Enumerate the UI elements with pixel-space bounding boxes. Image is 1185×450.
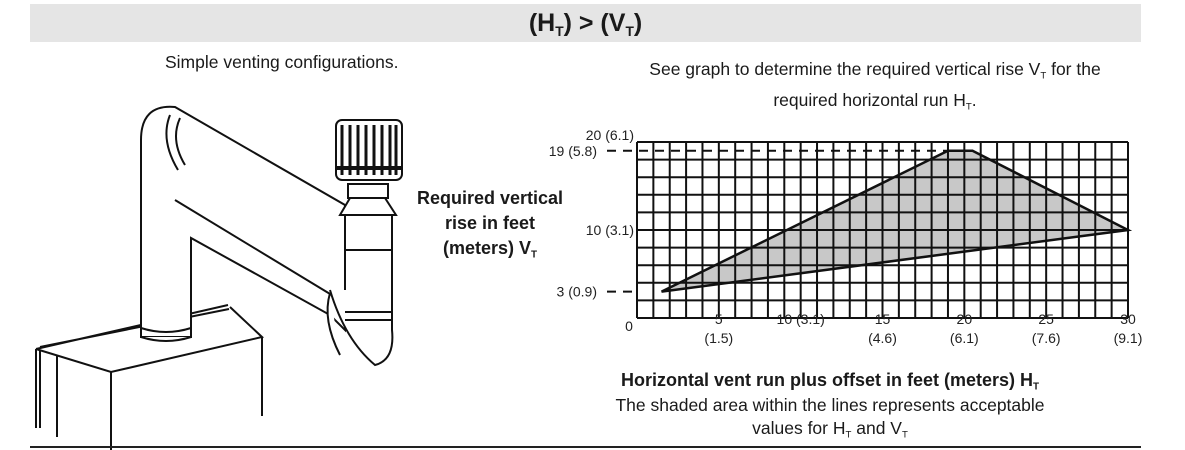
caption-text: See graph to determine the required vert… — [649, 59, 1041, 79]
vent-pipe-shape — [140, 105, 403, 367]
y-tick-label: 19 (5.8) — [549, 143, 597, 159]
x-tick-label: 10 (3.1) — [777, 311, 825, 327]
x-tick-sublabel: (4.6) — [868, 330, 897, 346]
x-label-sub: T — [1033, 381, 1040, 393]
y-axis-label: Required vertical rise in feet (meters) VT — [400, 186, 580, 267]
note-line: values for H — [752, 418, 846, 438]
caption-text: required horizontal run H — [773, 90, 966, 111]
region-outline — [660, 149, 1133, 293]
title-part: ) — [633, 9, 643, 37]
y-tick-label: 3 (0.9) — [557, 284, 597, 300]
y-tick-label: 20 (6.1) — [586, 127, 634, 143]
title-subscript: T — [555, 23, 564, 39]
x-tick-label: 15 — [875, 311, 891, 327]
x-tick-sublabel: (9.1) — [1114, 330, 1143, 346]
x-label-text: Horizontal vent run plus offset in feet … — [620, 370, 1033, 390]
x-axis-label: Horizontal vent run plus offset in feet … — [580, 370, 1080, 392]
vent-pipe-boiler-illustration-icon — [35, 105, 403, 450]
y-tick-label: 10 (3.1) — [586, 222, 634, 238]
title-part: ) > (V — [563, 9, 626, 37]
x-tick-label: 20 — [957, 311, 973, 327]
note-line: and V — [851, 418, 902, 438]
title-part: (H — [528, 9, 556, 37]
caption-sub: T — [965, 101, 972, 113]
left-caption: Simple venting configurations. — [165, 52, 399, 72]
x-tick-sublabel: (6.1) — [950, 330, 979, 346]
x-tick-label: 25 — [1038, 311, 1054, 327]
y-label-line: (meters) V — [442, 238, 531, 258]
caption-sub: T — [1040, 70, 1047, 82]
caption-text: . — [971, 90, 977, 111]
y-label-line: Required vertical — [416, 188, 564, 208]
x-tick-label: 0 — [625, 318, 633, 334]
note-line: The shaded area within the lines represe… — [615, 395, 1045, 415]
y-label-line: rise in feet — [444, 213, 536, 233]
title-subscript: T — [625, 23, 634, 39]
acceptable-region — [661, 150, 1128, 292]
boiler-shape — [35, 304, 265, 450]
section-title: (HT) > (VT) — [30, 4, 1141, 42]
caption-text: for the — [1046, 59, 1101, 79]
note-sub: T — [901, 429, 908, 441]
right-caption: See graph to determine the required vert… — [580, 57, 1170, 120]
bottom-rule — [30, 446, 1141, 448]
x-tick-label: 5 — [715, 311, 723, 327]
y-label-sub: T — [530, 249, 538, 261]
x-tick-sublabel: (1.5) — [704, 330, 733, 346]
note: The shaded area within the lines represe… — [560, 394, 1100, 446]
x-tick-sublabel: (7.6) — [1032, 330, 1061, 346]
x-tick-label: 30 — [1120, 311, 1136, 327]
note-sub: T — [845, 429, 852, 441]
